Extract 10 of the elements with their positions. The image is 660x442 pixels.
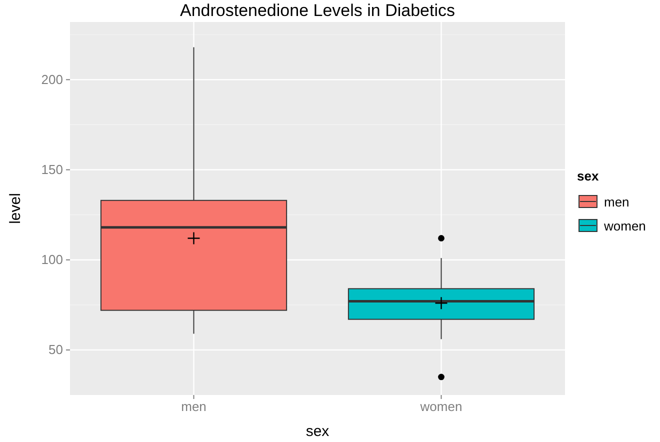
legend-label: men — [604, 194, 630, 210]
y-tick-label: 100 — [41, 252, 63, 268]
legend-title: sex — [577, 168, 600, 184]
chart-title: Androstenedione Levels in Diabetics — [180, 1, 456, 20]
x-axis-title: sex — [306, 423, 330, 440]
legend-label: women — [603, 218, 646, 234]
y-tick-label: 150 — [41, 162, 63, 177]
y-tick-label: 200 — [41, 72, 63, 87]
y-tick-label: 50 — [48, 342, 63, 358]
y-axis-title: level — [7, 193, 24, 224]
